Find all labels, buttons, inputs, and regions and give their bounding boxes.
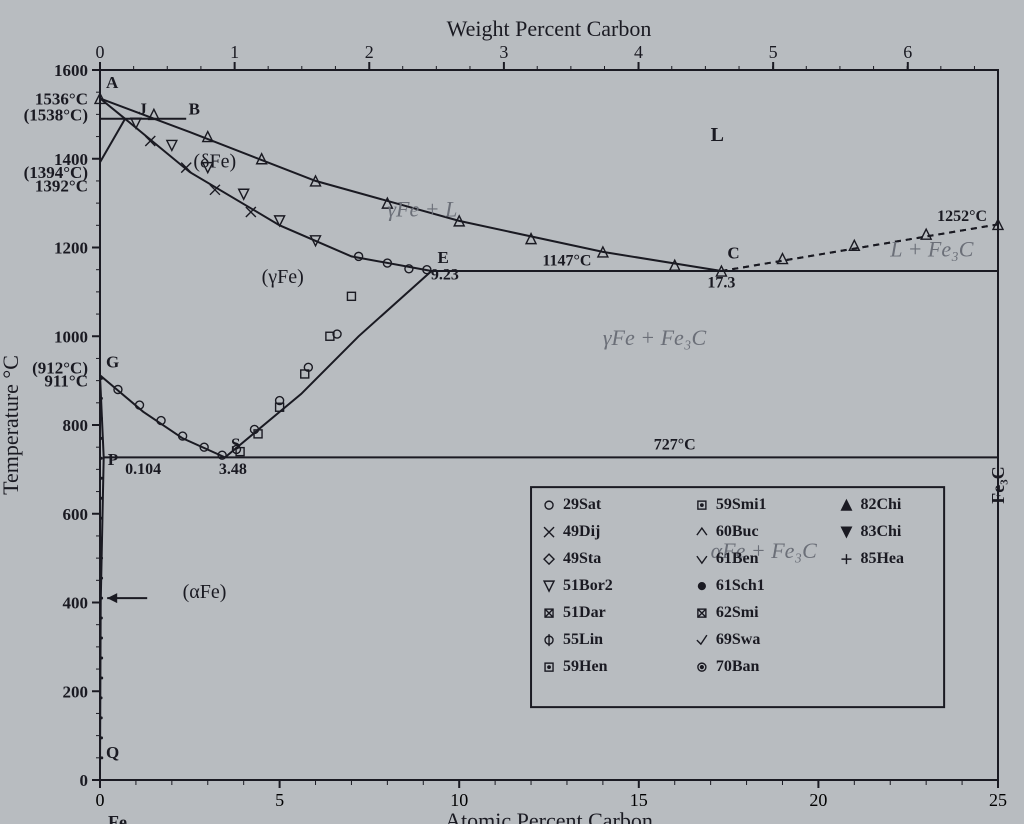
svg-text:J: J xyxy=(138,99,147,118)
svg-text:1: 1 xyxy=(230,42,239,62)
svg-text:5: 5 xyxy=(769,42,778,62)
svg-text:L: L xyxy=(711,124,724,146)
svg-text:60Buc: 60Buc xyxy=(716,523,759,540)
svg-text:S: S xyxy=(231,434,240,453)
svg-text:P: P xyxy=(108,450,118,469)
svg-text:1252°C: 1252°C xyxy=(937,208,987,225)
svg-text:3.48: 3.48 xyxy=(219,461,247,478)
svg-text:4: 4 xyxy=(634,42,643,62)
svg-text:A: A xyxy=(106,73,119,92)
svg-text:10: 10 xyxy=(450,790,468,810)
svg-text:25: 25 xyxy=(989,790,1007,810)
svg-text:20: 20 xyxy=(809,790,827,810)
svg-text:59Hen: 59Hen xyxy=(563,658,608,675)
svg-text:15: 15 xyxy=(630,790,648,810)
svg-text:82Chi: 82Chi xyxy=(860,496,901,513)
svg-text:70Ban: 70Ban xyxy=(716,658,760,675)
svg-text:γFe + L: γFe + L xyxy=(387,196,457,221)
svg-text:γFe + Fe₃C: γFe + Fe₃C xyxy=(603,325,707,350)
svg-text:E: E xyxy=(438,248,449,267)
svg-text:62Smi: 62Smi xyxy=(716,604,759,621)
svg-text:61Sch1: 61Sch1 xyxy=(716,577,765,594)
svg-text:1392°C: 1392°C xyxy=(35,176,88,195)
svg-text:(δFe): (δFe) xyxy=(193,151,236,173)
svg-text:1000: 1000 xyxy=(54,327,88,346)
svg-text:55Lin: 55Lin xyxy=(563,631,603,648)
svg-text:9.23: 9.23 xyxy=(431,266,459,283)
svg-text:2: 2 xyxy=(365,42,374,62)
svg-text:(αFe): (αFe) xyxy=(183,581,227,603)
svg-text:0.104: 0.104 xyxy=(125,461,161,478)
svg-text:0: 0 xyxy=(96,790,105,810)
corner-fe: Fe xyxy=(108,812,127,824)
svg-text:29Sat: 29Sat xyxy=(563,496,602,513)
svg-text:6: 6 xyxy=(903,42,912,62)
corner-fe3c: Fe₃C xyxy=(988,466,1008,503)
x-axis-top-label: Weight Percent Carbon xyxy=(447,16,652,41)
svg-text:51Bor2: 51Bor2 xyxy=(563,577,613,594)
svg-text:0: 0 xyxy=(96,42,105,62)
svg-text:L + Fe₃C: L + Fe₃C xyxy=(889,236,974,261)
svg-text:200: 200 xyxy=(63,682,89,701)
svg-text:(γFe): (γFe) xyxy=(262,266,304,288)
svg-text:800: 800 xyxy=(63,416,89,435)
svg-text:G: G xyxy=(106,352,119,371)
svg-text:B: B xyxy=(189,99,200,118)
x-axis-label: Atomic Percent Carbon xyxy=(445,808,653,824)
svg-text:3: 3 xyxy=(499,42,508,62)
svg-text:83Chi: 83Chi xyxy=(860,523,901,540)
svg-text:0: 0 xyxy=(80,771,89,790)
svg-text:911°C: 911°C xyxy=(44,372,88,391)
svg-text:49Sta: 49Sta xyxy=(563,550,601,567)
svg-text:Q: Q xyxy=(106,743,119,762)
svg-text:727°C: 727°C xyxy=(654,436,696,453)
y-axis-label: Temperature °C xyxy=(0,355,23,495)
svg-text:1600: 1600 xyxy=(54,61,88,80)
svg-text:59Smi1: 59Smi1 xyxy=(716,496,767,513)
svg-text:1147°C: 1147°C xyxy=(542,252,591,269)
svg-text:61Ben: 61Ben xyxy=(716,550,759,567)
svg-text:69Swa: 69Swa xyxy=(716,631,760,648)
svg-text:5: 5 xyxy=(275,790,284,810)
svg-text:51Dar: 51Dar xyxy=(563,604,606,621)
svg-text:1200: 1200 xyxy=(54,239,88,258)
svg-text:400: 400 xyxy=(63,594,89,613)
svg-text:600: 600 xyxy=(63,505,89,524)
svg-text:49Dij: 49Dij xyxy=(563,523,600,540)
svg-text:17.3: 17.3 xyxy=(707,274,735,291)
svg-text:85Hea: 85Hea xyxy=(860,550,904,567)
svg-text:C: C xyxy=(727,244,739,263)
svg-text:(1538°C): (1538°C) xyxy=(24,105,88,124)
